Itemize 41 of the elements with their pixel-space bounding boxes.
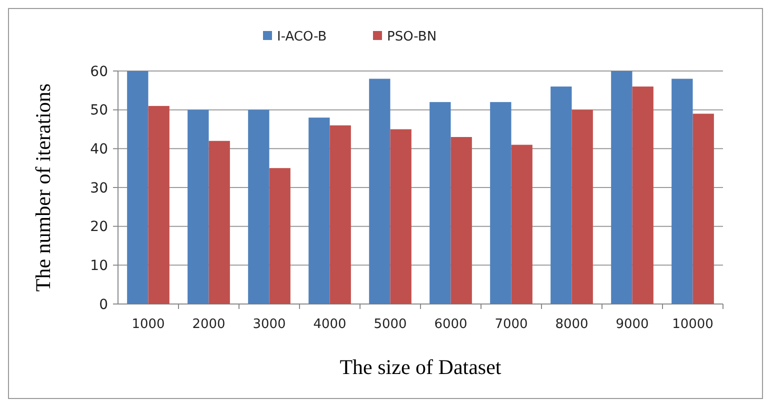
bar: [369, 78, 390, 304]
legend-label: PSO-BN: [387, 30, 437, 45]
x-tick-label: 3000: [252, 317, 286, 332]
x-tick-label: 9000: [616, 317, 649, 332]
bar: [611, 71, 632, 304]
x-tick-label: 8000: [555, 317, 588, 332]
bar: [490, 102, 512, 304]
bar: [390, 129, 412, 304]
x-tick-label: 10000: [672, 317, 714, 332]
bar: [632, 86, 654, 304]
y-tick-label: 40: [90, 142, 108, 158]
y-tick-label: 0: [99, 296, 108, 313]
x-tick-label: 5000: [374, 317, 407, 332]
bar: [248, 110, 270, 304]
bar: [148, 106, 170, 304]
bar: [330, 125, 351, 304]
x-tick-label: 7000: [494, 317, 528, 332]
bar: [511, 144, 532, 304]
bar: [208, 140, 230, 304]
bar: [692, 114, 714, 304]
bar: [672, 78, 693, 304]
bar: [188, 110, 209, 304]
bar: [450, 137, 472, 304]
x-tick-label: 1000: [132, 317, 165, 332]
y-tick-label: 60: [90, 64, 108, 80]
x-tick-label: 2000: [192, 317, 226, 332]
y-tick-label: 30: [90, 180, 108, 196]
y-tick-label: 20: [90, 219, 108, 236]
bar: [127, 71, 148, 304]
x-tick-label: 4000: [313, 317, 346, 332]
y-tick-label: 10: [90, 258, 108, 274]
bar: [269, 168, 290, 304]
y-axis-title: The number of iterations: [31, 83, 55, 292]
bar: [430, 102, 451, 304]
y-tick-label: 50: [90, 102, 108, 119]
bar: [572, 110, 593, 304]
legend-label: I-ACO-B: [277, 30, 327, 45]
bar: [308, 118, 330, 304]
x-axis-title: The size of Dataset: [340, 355, 502, 379]
x-tick-label: 6000: [434, 317, 468, 332]
bar: [550, 86, 572, 304]
